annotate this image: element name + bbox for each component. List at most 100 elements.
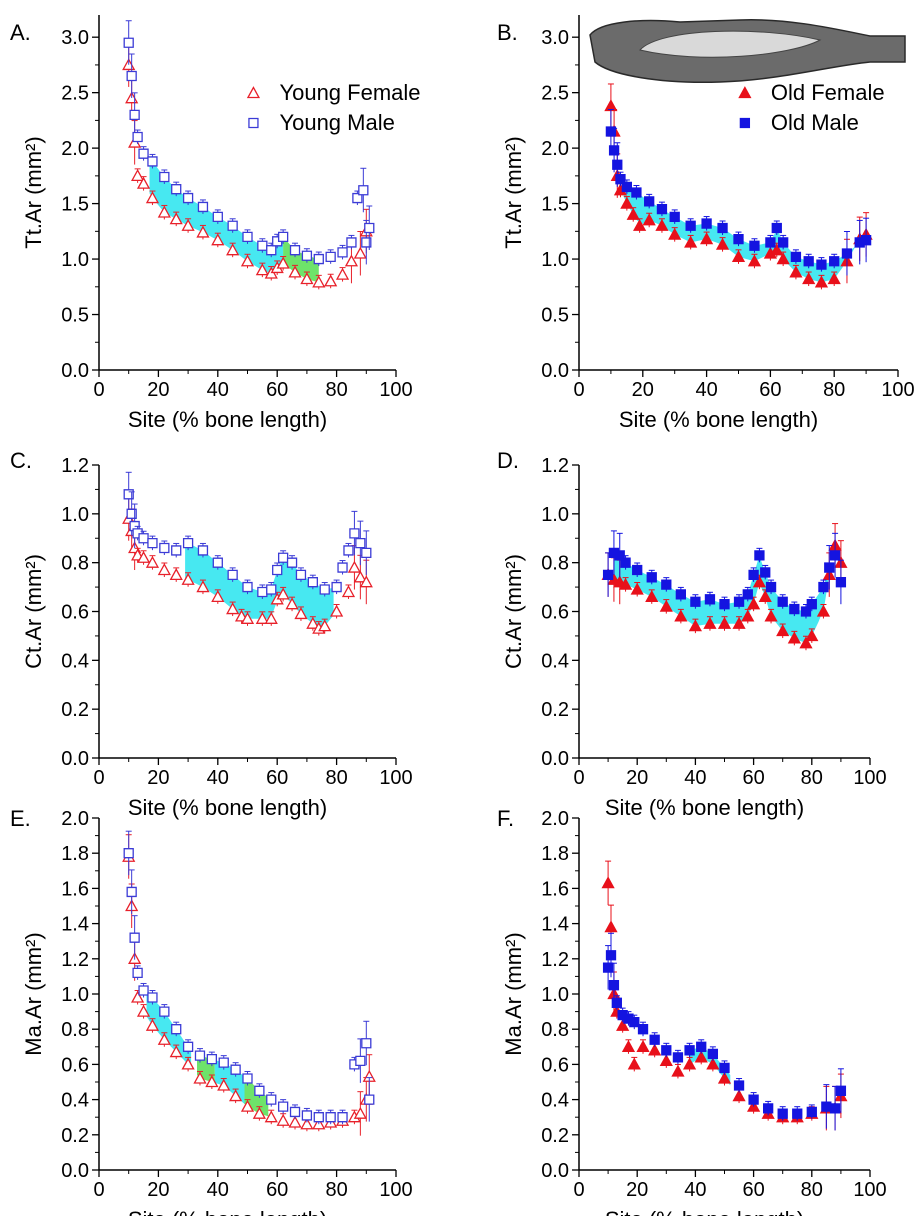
- series-male: [123, 471, 372, 599]
- data-point: [359, 575, 373, 588]
- data-point: [264, 611, 278, 624]
- data-point: [733, 596, 745, 607]
- data-point: [205, 1075, 219, 1088]
- data-point: [602, 569, 614, 581]
- data-point: [325, 251, 336, 262]
- data-point: [792, 1108, 803, 1119]
- x-tick-label: 80: [801, 1179, 823, 1201]
- data-point: [288, 265, 302, 278]
- data-point: [733, 233, 744, 245]
- data-point: [136, 176, 151, 189]
- significance-band: [283, 236, 319, 283]
- x-tick-label: 40: [684, 1179, 706, 1201]
- data-point: [301, 250, 313, 261]
- data-point: [827, 272, 841, 285]
- data-point: [701, 218, 712, 229]
- y-tick-label: 1.0: [61, 984, 89, 1006]
- data-point: [358, 185, 369, 196]
- data-point: [306, 616, 320, 629]
- data-point: [242, 231, 253, 243]
- y-tick-label: 0.2: [61, 1125, 89, 1147]
- data-point: [719, 1062, 730, 1074]
- data-point: [240, 611, 255, 624]
- data-point: [353, 1106, 367, 1119]
- x-tick-label: 20: [147, 767, 169, 789]
- y-tick-label: 0.8: [541, 553, 569, 575]
- data-point: [731, 249, 746, 262]
- data-point: [126, 886, 137, 898]
- data-point: [605, 950, 617, 961]
- data-point: [206, 1053, 218, 1065]
- x-tick-label: 20: [147, 379, 169, 401]
- data-point: [620, 196, 634, 209]
- x-tick-label: 100: [379, 767, 412, 789]
- y-tick-label: 1.8: [61, 843, 89, 865]
- data-point: [255, 263, 269, 276]
- data-point: [703, 616, 717, 629]
- x-tick-label: 80: [823, 379, 845, 401]
- data-point: [254, 1085, 265, 1096]
- data-point: [138, 148, 149, 159]
- panel-letter: B.: [497, 20, 518, 45]
- data-point: [694, 1050, 708, 1063]
- data-point: [349, 528, 360, 539]
- legend-marker: [738, 86, 752, 99]
- data-point: [361, 1038, 372, 1049]
- data-point: [126, 508, 137, 519]
- y-tick-label: 0.5: [61, 305, 89, 327]
- data-point: [257, 240, 268, 251]
- data-point: [806, 599, 817, 610]
- data-point: [337, 247, 348, 258]
- data-point: [264, 1110, 278, 1123]
- x-tick-label: 60: [266, 767, 288, 789]
- data-point: [343, 545, 354, 556]
- data-point: [276, 256, 290, 269]
- data-point: [790, 251, 802, 262]
- data-point: [602, 962, 614, 973]
- y-tick-label: 0.4: [541, 1090, 569, 1112]
- data-point: [608, 980, 620, 991]
- data-point: [799, 636, 813, 649]
- data-point: [835, 577, 847, 588]
- data-point: [147, 156, 158, 167]
- data-point: [227, 569, 238, 581]
- data-point: [765, 237, 776, 248]
- data-point: [126, 70, 137, 82]
- y-tick-label: 0.0: [61, 1160, 89, 1182]
- series-male: [605, 108, 872, 276]
- data-point: [717, 1071, 732, 1084]
- data-point: [684, 235, 698, 248]
- data-point: [157, 563, 171, 576]
- data-point: [789, 265, 803, 278]
- y-axis-title: Tt.Ar (mm²): [501, 136, 526, 248]
- data-point: [147, 537, 158, 549]
- series-male: [602, 932, 847, 1131]
- data-point: [313, 253, 324, 265]
- data-point: [816, 259, 827, 270]
- y-tick-label: 1.2: [61, 455, 89, 477]
- x-tick-label: 100: [853, 1179, 886, 1201]
- data-point: [789, 603, 800, 615]
- x-tick-label: 20: [147, 1179, 169, 1201]
- data-point: [655, 218, 669, 231]
- x-tick-label: 0: [93, 767, 104, 789]
- data-point: [616, 1018, 630, 1031]
- data-point: [312, 275, 326, 288]
- significance-band: [146, 992, 192, 1068]
- y-axis-title: Ma.Ar (mm²): [501, 932, 526, 1055]
- y-tick-label: 0.6: [541, 1054, 569, 1076]
- y-tick-label: 3.0: [541, 27, 569, 49]
- data-point: [690, 596, 701, 607]
- y-tick-label: 0.0: [61, 748, 89, 770]
- data-point: [748, 569, 759, 581]
- data-point: [637, 1024, 649, 1035]
- data-point: [145, 191, 160, 204]
- data-point: [604, 920, 618, 933]
- y-tick-label: 1.0: [541, 504, 569, 526]
- data-point: [674, 609, 688, 622]
- x-tick-label: 0: [573, 767, 584, 789]
- data-point: [319, 584, 330, 595]
- data-point: [752, 575, 767, 588]
- data-point: [717, 616, 732, 629]
- data-point: [758, 590, 772, 602]
